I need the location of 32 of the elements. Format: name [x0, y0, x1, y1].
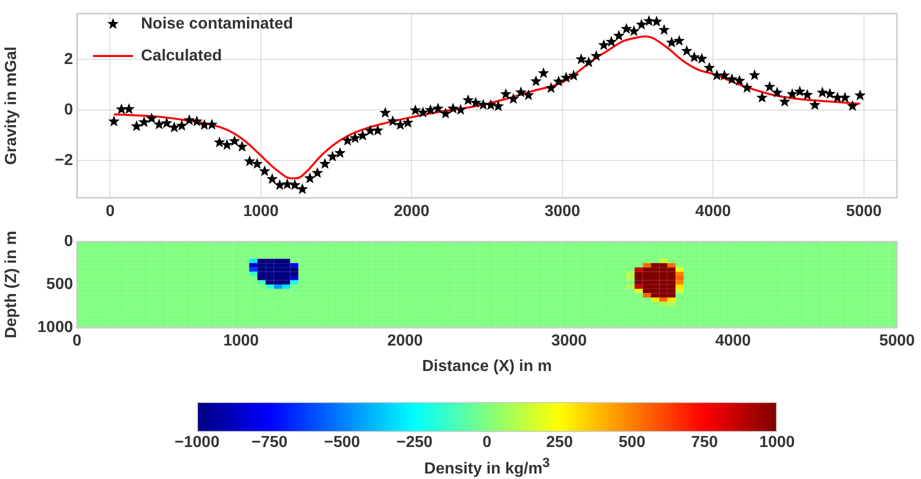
- y-tick-label: 0: [64, 102, 74, 119]
- y-axis-title: Depth (Z) in m: [3, 230, 20, 338]
- x-tick-label: 2000: [394, 202, 430, 220]
- legend-label: Noise contaminated: [141, 15, 294, 32]
- y-axis-title: Gravity in mGal: [3, 46, 20, 165]
- x-tick-label: 4000: [695, 202, 731, 220]
- color-bar-title: Density in kg/m$^{3}$: [424, 455, 550, 478]
- y-tick-label: 500: [46, 276, 74, 294]
- color-bar-label: 750: [691, 434, 718, 452]
- x-tick-label: 3000: [544, 202, 580, 220]
- color-bar-label: 1000: [759, 434, 795, 452]
- x-tick-label: 1000: [223, 332, 259, 350]
- x-tick-label: 5000: [879, 332, 915, 350]
- y-tick-label: 1000: [37, 319, 74, 336]
- y-tick-label: 2: [64, 50, 74, 68]
- color-bar-label: −750: [251, 434, 288, 452]
- x-tick-label: 5000: [846, 202, 882, 220]
- color-bar-label: −500: [324, 434, 360, 452]
- color-bar-label: 250: [546, 434, 573, 452]
- x-axis-title: Distance (X) in m: [422, 358, 552, 375]
- legend-label: Calculated: [141, 47, 222, 64]
- color-bar-label: −1000: [174, 434, 220, 452]
- x-tick-label: 4000: [715, 332, 751, 350]
- y-tick-label: −2: [54, 152, 74, 170]
- x-tick-label: 1000: [243, 202, 279, 220]
- color-bar-label: 500: [618, 434, 646, 452]
- y-tick-label: 0: [64, 233, 74, 250]
- x-tick-label: 3000: [551, 332, 587, 350]
- color-bar-label: −250: [396, 434, 433, 452]
- x-tick-label: 2000: [387, 332, 423, 350]
- color-bar-label: 0: [482, 434, 492, 452]
- x-tick-label: 0: [106, 202, 115, 220]
